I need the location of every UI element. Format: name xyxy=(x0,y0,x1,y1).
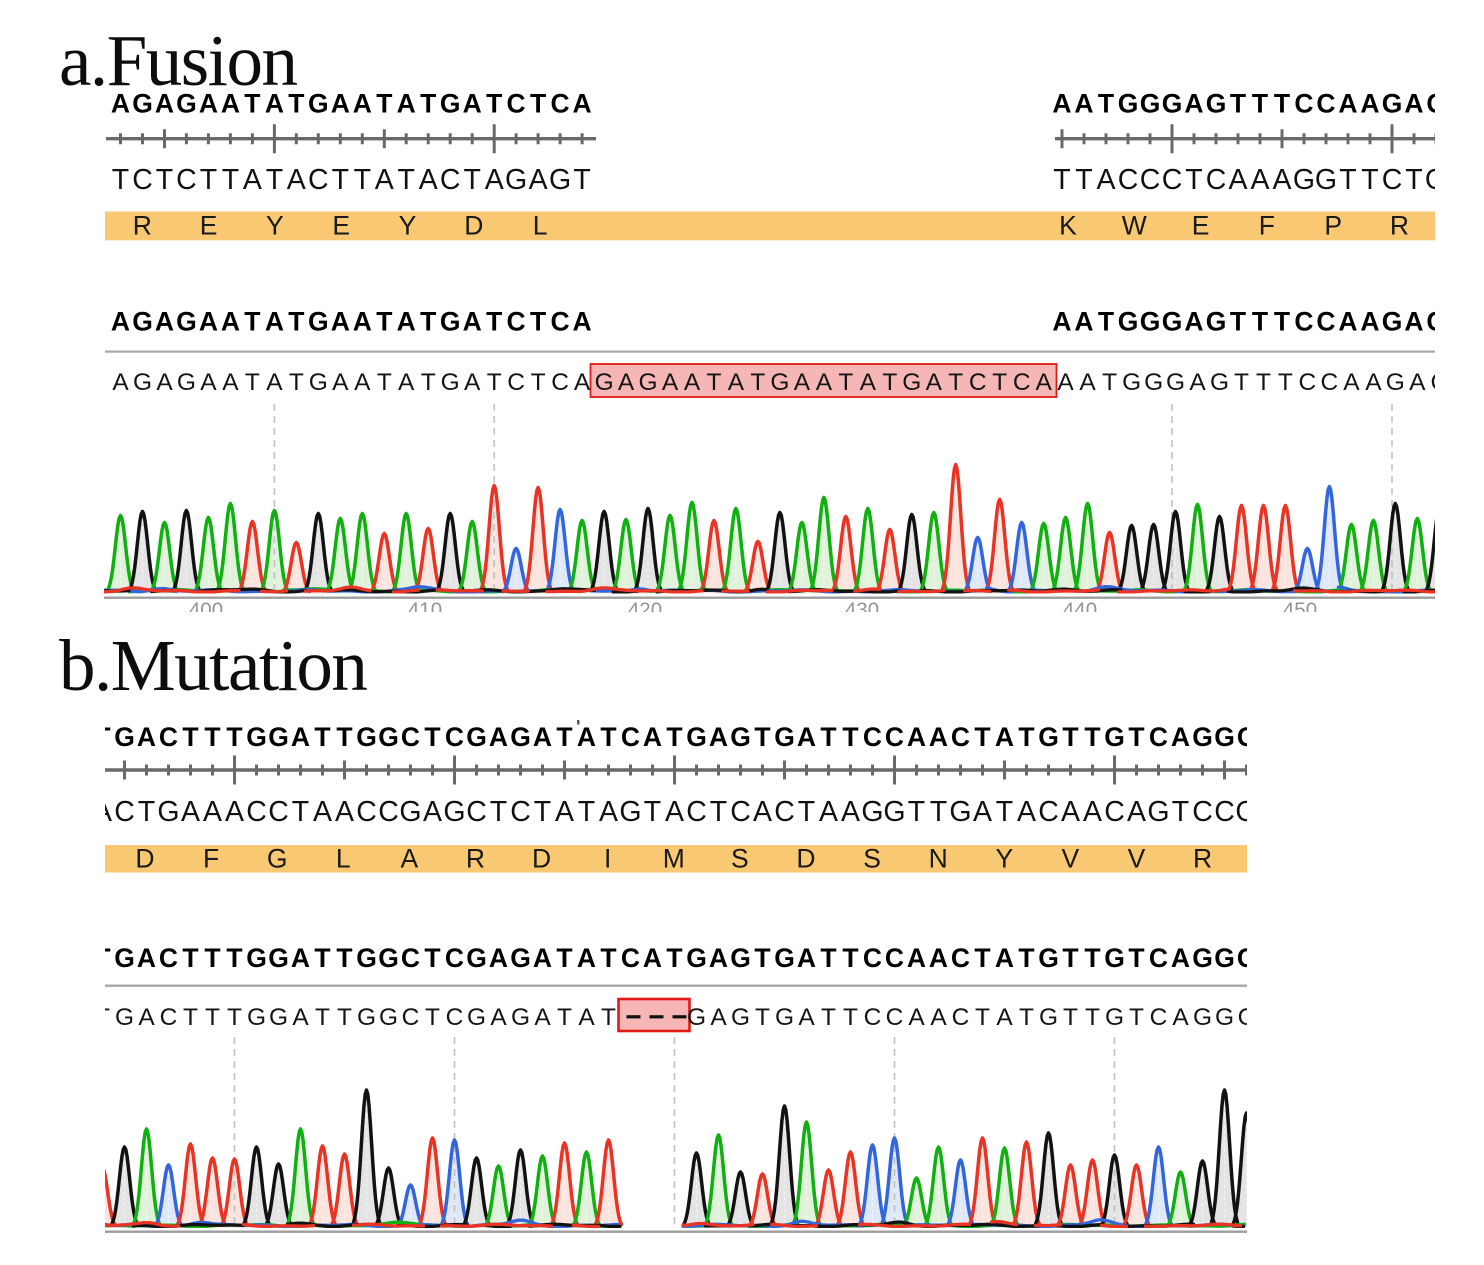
svg-text:TGACTTTGGATTGGCTCGAGATATCATGAG: TGACTTTGGATTGGCTCGAGATATCATGAGTGATTCCAAC… xyxy=(94,722,1256,752)
svg-text:400: 400 xyxy=(189,599,223,622)
svg-text:410: 410 xyxy=(408,599,442,622)
svg-text:GAGTGATTCCAACTATGTTGTCAGGC: GAGTGATTCCAACTATGTTGTCAGGC xyxy=(687,1004,1255,1031)
svg-text:ACTGAAACCTAACCGAGCTCTATAGTACTC: ACTGAAACCTAACCGAGCTCTATAGTACTCACTAAGGTTG… xyxy=(93,796,1258,828)
svg-text:450: 450 xyxy=(1283,599,1317,622)
svg-text:440: 440 xyxy=(1063,599,1097,622)
svg-text:REYEYDL: REYEYDL xyxy=(133,211,548,241)
svg-text:430: 430 xyxy=(845,599,879,622)
svg-text:TTACCCTCAAAGGTTCTG: TTACCCTCAAAGGTTCTG xyxy=(1053,164,1447,196)
svg-text:420: 420 xyxy=(628,599,662,622)
svg-text:TGACTTTGGATTGGCTCGAGATATCATGAG: TGACTTTGGATTGGCTCGAGATATCATGAGTGATTCCAAC… xyxy=(94,943,1256,973)
svg-text:a.Fusion: a.Fusion xyxy=(59,20,297,101)
svg-text:b.Mutation: b.Mutation xyxy=(59,625,367,706)
svg-text:AGAGAATATGAATATGATCTCAGAGAATAT: AGAGAATATGAATATGATCTCAGAGAATATGAATATGATC… xyxy=(112,369,1448,396)
